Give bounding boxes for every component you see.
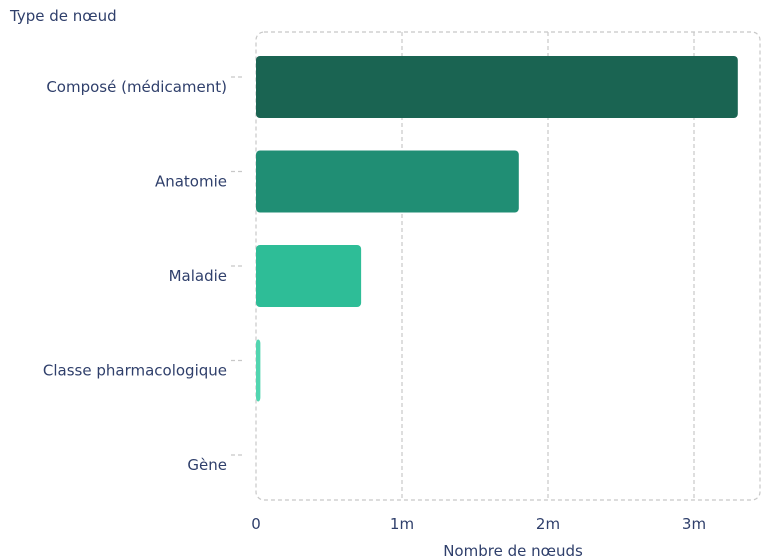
y-tick-label-2: Maladie — [169, 267, 227, 285]
x-tick-label-1: 1m — [390, 515, 414, 533]
bar-0 — [256, 56, 738, 118]
x-tick-label-0: 0 — [251, 515, 261, 533]
y-axis-ticks: Composé (médicament) Anatomie Maladie Class… — [43, 76, 245, 474]
x-axis-title: Nombre de nœuds — [443, 542, 583, 560]
bar-2 — [256, 245, 362, 307]
y-tick-label-3: Classe pharmacologique — [43, 362, 227, 380]
y-tick-label-0: Composé (médicament) — [46, 78, 227, 96]
x-axis-ticks: 0 1m 2m 3m — [251, 515, 706, 533]
x-tick-label-2: 2m — [536, 515, 560, 533]
y-axis-title: Type de nœud — [9, 7, 117, 25]
y-tick-label-4: Gène — [187, 456, 227, 474]
y-tick-label-1: Anatomie — [155, 173, 227, 191]
bars — [256, 56, 738, 402]
bar-3 — [256, 339, 261, 402]
x-tick-label-3: 3m — [682, 515, 706, 533]
bar-1 — [256, 150, 519, 213]
